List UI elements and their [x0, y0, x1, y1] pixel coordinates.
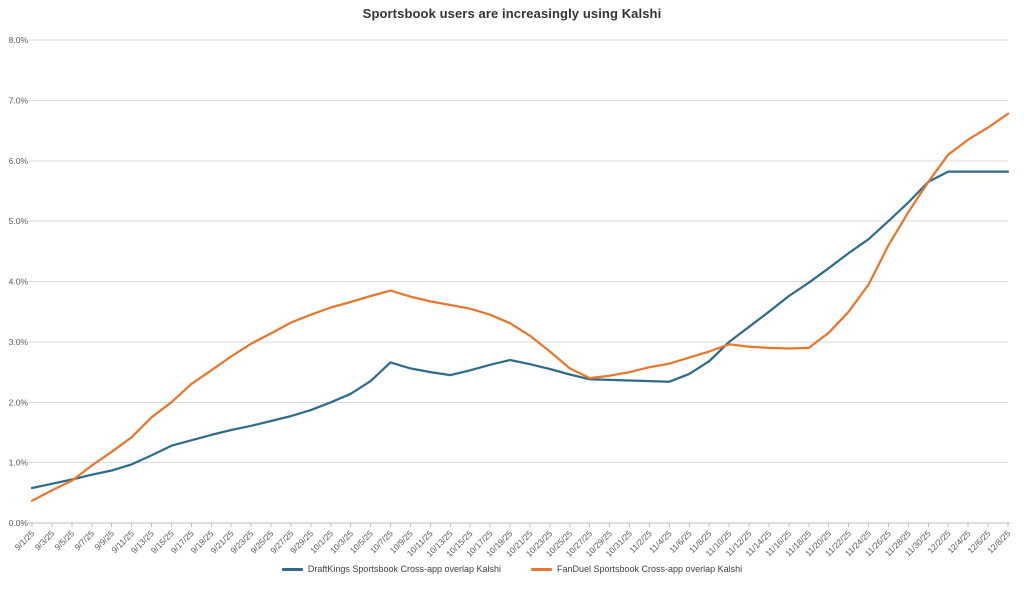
x-axis-label: 9/1/25 — [13, 528, 37, 552]
y-axis-label: 1.0% — [9, 458, 29, 468]
y-axis-label: 7.0% — [9, 95, 29, 105]
chart-title: Sportsbook users are increasingly using … — [362, 6, 662, 21]
legend-label-fanduel: FanDuel Sportsbook Cross-app overlap Kal… — [557, 564, 743, 574]
x-axis-label: 9/5/25 — [52, 528, 76, 552]
legend-label-draftkings: DraftKings Sportsbook Cross-app overlap … — [307, 564, 501, 574]
legend-item-draftkings: DraftKings Sportsbook Cross-app overlap … — [281, 564, 501, 574]
y-axis-label: 2.0% — [9, 397, 29, 407]
y-axis-label: 4.0% — [9, 277, 29, 287]
y-axis-label: 0.0% — [9, 518, 29, 528]
x-axis-label: 12/8/25 — [985, 528, 1012, 555]
x-axis-label: 9/3/25 — [33, 528, 57, 552]
series-line-fanduel — [30, 112, 1010, 502]
y-axis-label: 3.0% — [9, 337, 29, 347]
series-line-draftkings — [30, 170, 1010, 490]
y-axis-label: 5.0% — [9, 216, 29, 226]
x-axis-label: 9/7/25 — [72, 528, 96, 552]
y-axis-label: 8.0% — [9, 35, 29, 45]
draftkings-line-swatch-icon — [281, 567, 303, 571]
y-axis-label: 6.0% — [9, 156, 29, 166]
chart-legend: DraftKings Sportsbook Cross-app overlap … — [0, 564, 1024, 574]
legend-item-fanduel: FanDuel Sportsbook Cross-app overlap Kal… — [531, 564, 742, 574]
fanduel-line-swatch-icon — [531, 567, 552, 571]
